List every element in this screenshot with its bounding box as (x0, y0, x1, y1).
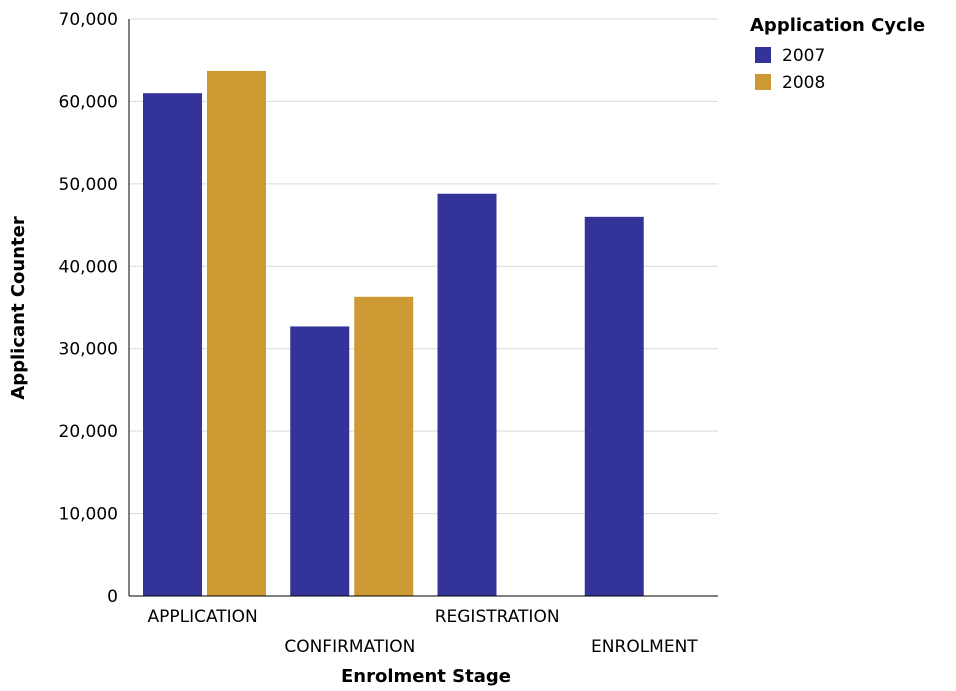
legend-title: Application Cycle (750, 15, 925, 36)
y-tick-label: 70,000 (59, 10, 118, 30)
y-tick-label: 20,000 (59, 422, 118, 442)
bar-2007-registration (437, 193, 497, 596)
x-tick-label: APPLICATION (147, 607, 257, 627)
bar-2008-application (207, 70, 266, 597)
legend-label-2007: 2007 (782, 46, 825, 66)
legend-swatch-2008 (755, 74, 771, 90)
y-tick-label: 10,000 (59, 505, 118, 525)
x-tick-labels: APPLICATION CONFIRMATION REGISTRATION ENROL… (147, 607, 698, 657)
y-tick-label: 40,000 (59, 257, 118, 277)
y-tick-label: 0 (107, 587, 118, 607)
y-tick-labels: 0 10,000 20,000 30,000 40,000 50,000 60,000 70,… (59, 10, 118, 607)
bars (143, 70, 644, 597)
x-tick-label: CONFIRMATION (284, 637, 415, 657)
y-tick-label: 60,000 (59, 92, 118, 112)
y-tick-label: 30,000 (59, 340, 118, 360)
x-tick-label: REGISTRATION (435, 607, 560, 627)
axes (128, 19, 718, 597)
bar-2007-enrolment (584, 216, 644, 597)
bar-2008-confirmation (354, 296, 414, 596)
x-axis-title: Enrolment Stage (341, 666, 511, 687)
x-tick-label: ENROLMENT (591, 637, 698, 657)
legend-label-2008: 2008 (782, 73, 825, 93)
bar-2007-application (143, 93, 202, 596)
legend-swatch-2007 (755, 47, 771, 63)
bar-2007-confirmation (290, 326, 350, 596)
y-tick-label: 50,000 (59, 175, 118, 195)
y-axis-title: Applicant Counter (8, 216, 29, 400)
legend: Application Cycle 2007 2008 (750, 15, 925, 93)
